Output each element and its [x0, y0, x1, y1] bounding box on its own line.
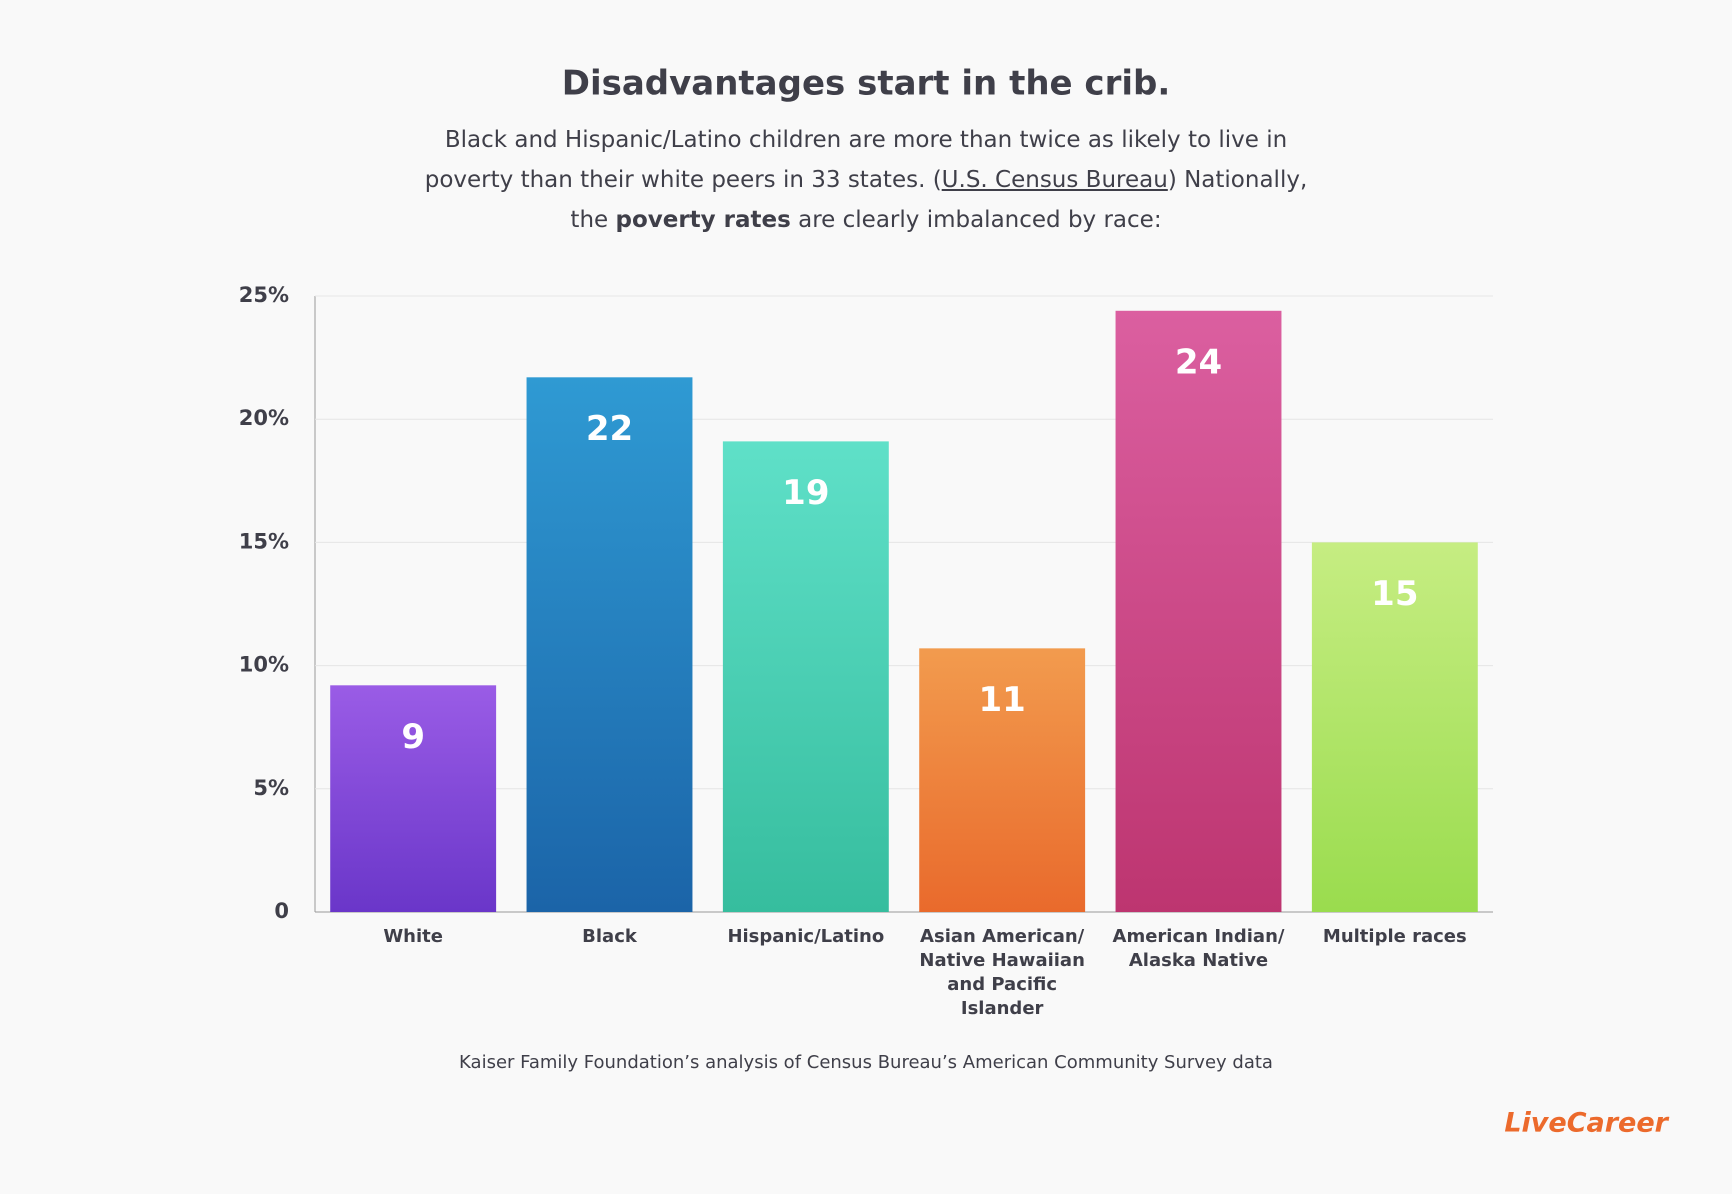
value-label: 11 [979, 680, 1026, 720]
bar [330, 685, 497, 912]
bar [919, 648, 1086, 912]
value-label: 9 [401, 717, 425, 757]
value-label: 24 [1175, 342, 1222, 382]
subtitle-text: are clearly imbalanced by race: [790, 207, 1162, 233]
bar [526, 377, 693, 912]
x-tick-label: American Indian/ Alaska Native [1112, 926, 1285, 971]
source-note: Kaiser Family Foundation’s analysis of C… [459, 1052, 1273, 1073]
y-tick-label: 15% [239, 529, 289, 553]
bar [1311, 542, 1478, 912]
bar [1115, 310, 1282, 912]
y-tick-label: 5% [253, 776, 289, 800]
source-link[interactable]: U.S. Census Bureau [941, 167, 1168, 193]
y-tick-label: 20% [239, 406, 289, 430]
y-tick-label: 10% [239, 653, 289, 677]
logo: LiveCareer [1504, 1108, 1669, 1139]
chart-title: Disadvantages start in the crib. [562, 64, 1171, 104]
x-tick-label: Asian American/ Native Hawaiian and Paci… [919, 926, 1085, 1019]
x-tick-label: Multiple races [1322, 926, 1467, 947]
subtitle: Black and Hispanic/Latino children are m… [416, 120, 1316, 240]
value-label: 22 [586, 409, 633, 449]
x-tick-label: White [383, 926, 443, 947]
subtitle-bold: poverty rates [615, 207, 791, 233]
y-tick-label: 25% [239, 283, 289, 307]
subtitle-text: ) Nationally, the [570, 167, 1308, 233]
y-tick-label: 0 [274, 899, 289, 923]
value-label: 15 [1371, 574, 1418, 614]
x-tick-label: Hispanic/Latino [727, 926, 885, 947]
bar [722, 441, 889, 912]
subtitle-text: Black and Hispanic/Latino children are m… [424, 127, 1288, 193]
value-label: 19 [782, 473, 829, 513]
x-tick-label: Black [582, 926, 637, 947]
